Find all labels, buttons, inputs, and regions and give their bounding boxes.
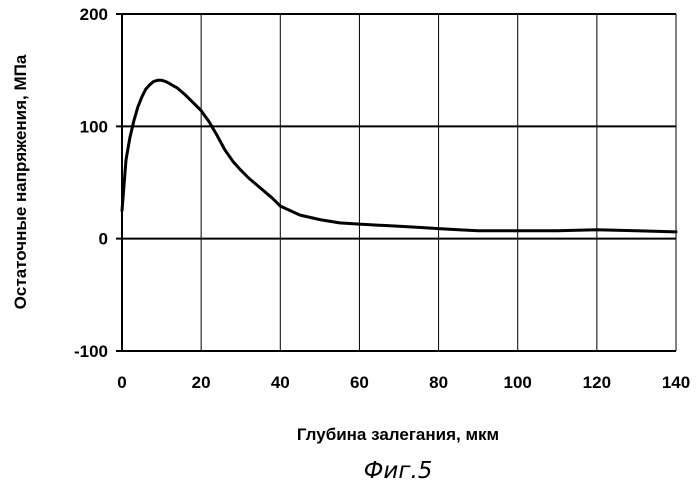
x-tick-label: 140 [662,373,690,392]
x-tick-label: 20 [192,373,211,392]
x-tick-labels: 0 20 40 60 80 100 120 140 [117,373,690,392]
x-tick-label: 40 [271,373,290,392]
x-axis-title: Глубина залегания, мкм [297,425,499,444]
y-tick-label: 200 [80,5,108,24]
y-tick-label: -100 [74,342,108,361]
x-tick-label: 120 [583,373,611,392]
x-tick-label: 80 [429,373,448,392]
x-tick-label: 0 [117,373,126,392]
stress-curve [120,78,678,234]
y-axis-title: Остаточные напряжения, МПа [11,54,30,309]
y-tick-labels: -100 0 100 200 [74,5,108,361]
vertical-gridlines [200,14,677,351]
y-tick-label: 0 [99,230,108,249]
horizontal-gridlines [116,13,676,240]
x-tick-label: 100 [504,373,532,392]
y-tick-label: 100 [80,117,108,136]
x-tick-label: 60 [350,373,369,392]
figure-caption: Фиг.5 [364,458,433,484]
